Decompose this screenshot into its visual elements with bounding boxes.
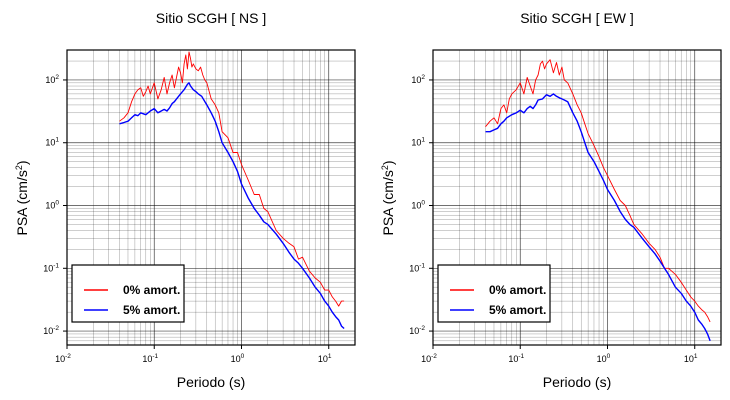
legend-label-1: 5% amort. xyxy=(489,303,546,317)
series-line-0 xyxy=(485,59,711,323)
y-tick-exp: 2 xyxy=(55,74,59,81)
y-axis-label-end: ) xyxy=(380,160,396,165)
y-tick-base: 10 xyxy=(409,263,419,273)
x-tick-base: 10 xyxy=(318,354,328,364)
y-axis-label-end: ) xyxy=(14,160,30,165)
chart-title: Sitio SCGH [ EW ] xyxy=(520,10,634,26)
y-tick-exp: -1 xyxy=(53,262,59,269)
legend-box xyxy=(71,264,185,323)
legend: 0% amort. 5% amort. xyxy=(437,264,551,323)
series-line-0 xyxy=(119,51,345,307)
legend-label-0: 0% amort. xyxy=(123,283,180,297)
y-tick-base: 10 xyxy=(43,326,53,336)
y-tick-exp: 1 xyxy=(55,137,59,144)
x-axis-label: Periodo (s) xyxy=(177,374,245,390)
x-tick-exp: -2 xyxy=(65,353,71,360)
x-tick-exp: -1 xyxy=(152,353,158,360)
x-axis-label: Periodo (s) xyxy=(543,374,611,390)
y-tick-label: 10-1 xyxy=(409,262,425,273)
x-tick-label: 100 xyxy=(597,353,611,364)
y-axis-label: PSA (cm/s2) xyxy=(14,160,30,235)
y-axis-label-base: PSA (cm/s xyxy=(380,170,396,235)
x-tick-label: 10-2 xyxy=(55,353,71,364)
series-group xyxy=(485,59,711,342)
y-tick-base: 10 xyxy=(43,263,53,273)
y-tick-exp: -1 xyxy=(419,262,425,269)
y-tick-exp: 2 xyxy=(421,74,425,81)
y-tick-exp: -2 xyxy=(419,325,425,332)
y-axis-label: PSA (cm/s2) xyxy=(380,160,396,235)
plot-frame xyxy=(432,49,722,346)
y-tick-base: 10 xyxy=(411,138,421,148)
plot-frame xyxy=(66,49,356,346)
x-tick-label: 100 xyxy=(231,353,245,364)
y-tick-base: 10 xyxy=(45,138,55,148)
x-tick-label: 10-1 xyxy=(508,353,524,364)
x-tick-exp: 1 xyxy=(328,353,332,360)
y-axis-label-exp: 2 xyxy=(14,165,24,170)
series-line-1 xyxy=(119,82,345,330)
y-tick-base: 10 xyxy=(411,201,421,211)
x-tick-label: 101 xyxy=(318,353,332,364)
y-tick-label: 100 xyxy=(45,200,59,211)
x-tick-base: 10 xyxy=(421,354,431,364)
grid xyxy=(433,50,721,345)
x-tick-label: 10-2 xyxy=(421,353,437,364)
y-axis-label-exp: 2 xyxy=(380,165,390,170)
x-tick-base: 10 xyxy=(597,354,607,364)
y-tick-label: 101 xyxy=(411,137,425,148)
y-tick-label: 100 xyxy=(411,200,425,211)
y-tick-label: 10-2 xyxy=(43,325,59,336)
y-tick-base: 10 xyxy=(409,326,419,336)
y-tick-exp: 0 xyxy=(421,200,425,207)
x-tick-label: 101 xyxy=(684,353,698,364)
x-tick-label: 10-1 xyxy=(142,353,158,364)
y-tick-base: 10 xyxy=(411,75,421,85)
y-tick-exp: 1 xyxy=(421,137,425,144)
legend-label-1: 5% amort. xyxy=(123,303,180,317)
y-tick-label: 10-2 xyxy=(409,325,425,336)
legend-box xyxy=(437,264,551,323)
chart-ew: Sitio SCGH [ EW ] Periodo (s) PSA (cm/s2… xyxy=(380,10,722,390)
x-tick-exp: 1 xyxy=(694,353,698,360)
chart-title: Sitio SCGH [ NS ] xyxy=(156,10,266,26)
legend-label-0: 0% amort. xyxy=(489,283,546,297)
y-tick-label: 102 xyxy=(411,74,425,85)
x-tick-exp: 0 xyxy=(607,353,611,360)
y-axis-label-base: PSA (cm/s xyxy=(14,170,30,235)
x-tick-exp: -1 xyxy=(518,353,524,360)
y-tick-exp: -2 xyxy=(53,325,59,332)
series-line-1 xyxy=(485,93,711,342)
y-tick-label: 101 xyxy=(45,137,59,148)
x-tick-base: 10 xyxy=(55,354,65,364)
x-tick-base: 10 xyxy=(508,354,518,364)
chart-ns: Sitio SCGH [ NS ] Periodo (s) PSA (cm/s2… xyxy=(14,10,356,390)
x-tick-base: 10 xyxy=(231,354,241,364)
y-tick-base: 10 xyxy=(45,201,55,211)
series-group xyxy=(119,51,345,330)
x-tick-base: 10 xyxy=(142,354,152,364)
y-tick-base: 10 xyxy=(45,75,55,85)
x-tick-base: 10 xyxy=(684,354,694,364)
y-tick-exp: 0 xyxy=(55,200,59,207)
legend: 0% amort. 5% amort. xyxy=(71,264,185,323)
x-tick-exp: -2 xyxy=(431,353,437,360)
y-tick-label: 102 xyxy=(45,74,59,85)
y-tick-label: 10-1 xyxy=(43,262,59,273)
x-tick-exp: 0 xyxy=(241,353,245,360)
